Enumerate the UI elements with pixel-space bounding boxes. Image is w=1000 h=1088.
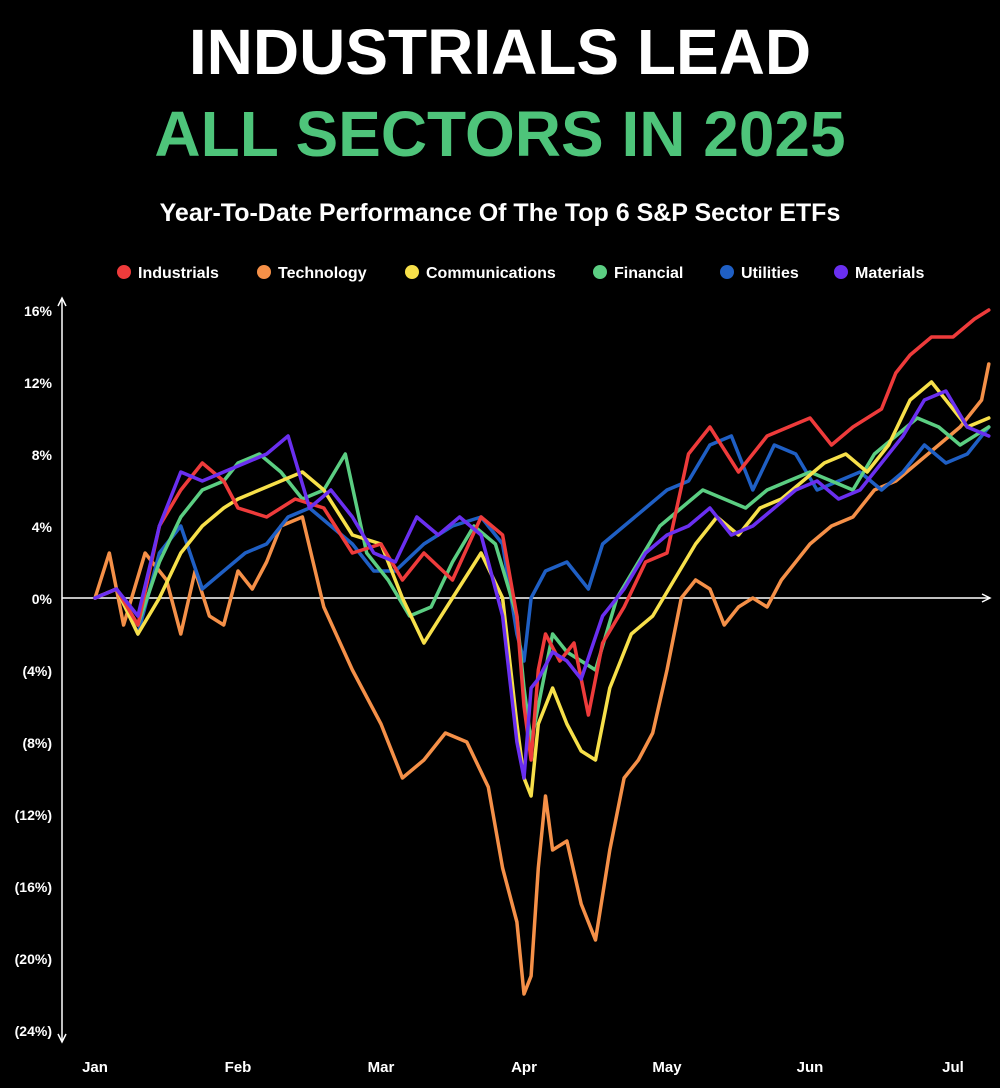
legend-label: Communications bbox=[426, 265, 556, 282]
y-tick-label: 4% bbox=[32, 519, 53, 535]
x-tick-label: Jun bbox=[797, 1059, 824, 1076]
y-tick-label: (24%) bbox=[15, 1023, 52, 1039]
legend-item: Communications bbox=[405, 265, 556, 282]
series-lines bbox=[93, 308, 991, 996]
axes bbox=[57, 296, 992, 1044]
x-tick-labels: Jan Feb Mar Apr May Jun Jul bbox=[82, 1059, 964, 1076]
series-line-industrials bbox=[93, 308, 991, 762]
x-tick-label: Mar bbox=[368, 1059, 395, 1076]
x-tick-label: May bbox=[652, 1059, 682, 1076]
y-tick-label: 8% bbox=[32, 447, 53, 463]
chart-title-line-2: ALL SECTORS IN 2025 bbox=[154, 98, 845, 170]
legend-marker bbox=[257, 265, 271, 279]
y-axis-arrow-top bbox=[57, 296, 67, 307]
legend-marker bbox=[405, 265, 419, 279]
legend-item: Technology bbox=[257, 265, 367, 282]
legend-marker bbox=[593, 265, 607, 279]
legend-marker bbox=[720, 265, 734, 279]
y-tick-label: 12% bbox=[24, 375, 53, 391]
chart-subtitle: Year-To-Date Performance Of The Top 6 S&… bbox=[160, 199, 841, 227]
x-tick-label: Feb bbox=[225, 1059, 252, 1076]
x-tick-label: Jan bbox=[82, 1059, 108, 1076]
legend-label: Utilities bbox=[741, 265, 799, 282]
legend: Industrials Technology Communications Finan… bbox=[117, 265, 924, 282]
x-tick-label: Jul bbox=[942, 1059, 964, 1076]
legend-label: Industrials bbox=[138, 265, 219, 282]
legend-item: Materials bbox=[834, 265, 924, 282]
y-tick-label: 0% bbox=[32, 591, 53, 607]
series-line-materials bbox=[93, 389, 991, 780]
y-axis-arrow-bottom bbox=[57, 1033, 67, 1044]
chart-title-line-1: INDUSTRIALS LEAD bbox=[189, 16, 811, 88]
legend-item: Utilities bbox=[720, 265, 799, 282]
y-tick-label: (8%) bbox=[22, 735, 52, 751]
legend-item: Financial bbox=[593, 265, 683, 282]
legend-item: Industrials bbox=[117, 265, 219, 282]
y-tick-labels: 16% 12% 8% 4% 0% (4%) (8%) (12%) (16%) (20%) (24%) bbox=[15, 303, 53, 1039]
y-tick-label: (4%) bbox=[22, 663, 52, 679]
legend-marker bbox=[117, 265, 131, 279]
y-tick-label: 16% bbox=[24, 303, 53, 319]
legend-label: Materials bbox=[855, 265, 924, 282]
legend-label: Financial bbox=[614, 265, 683, 282]
y-tick-label: (20%) bbox=[15, 951, 52, 967]
x-axis-arrow bbox=[981, 593, 992, 603]
legend-label: Technology bbox=[278, 265, 367, 282]
y-tick-label: (12%) bbox=[15, 807, 52, 823]
y-tick-label: (16%) bbox=[15, 879, 52, 895]
series-line-communications bbox=[93, 380, 991, 798]
legend-marker bbox=[834, 265, 848, 279]
x-tick-label: Apr bbox=[511, 1059, 537, 1076]
series-line-technology bbox=[93, 362, 991, 996]
